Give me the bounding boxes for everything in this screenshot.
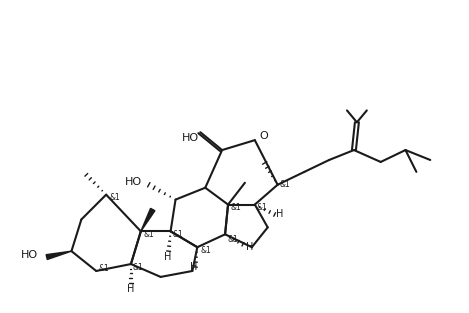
Text: &1: &1 (133, 263, 144, 271)
Text: HO: HO (125, 177, 143, 187)
Text: &1: &1 (230, 203, 241, 212)
Text: O: O (259, 131, 268, 141)
Text: HO: HO (182, 133, 199, 143)
Text: H: H (276, 209, 283, 219)
Text: H: H (127, 284, 135, 294)
Text: &1: &1 (200, 246, 211, 255)
Text: &1: &1 (109, 193, 120, 202)
Polygon shape (141, 208, 155, 231)
Text: &1: &1 (98, 264, 109, 274)
Text: &1: &1 (280, 180, 290, 189)
Text: H: H (246, 242, 254, 252)
Polygon shape (46, 251, 71, 259)
Text: &1: &1 (173, 230, 183, 239)
Text: H: H (189, 262, 197, 272)
Text: HO: HO (21, 250, 38, 260)
Text: &1: &1 (227, 235, 238, 244)
Text: &1: &1 (144, 230, 155, 239)
Text: &1: &1 (257, 203, 267, 212)
Text: H: H (164, 252, 171, 262)
